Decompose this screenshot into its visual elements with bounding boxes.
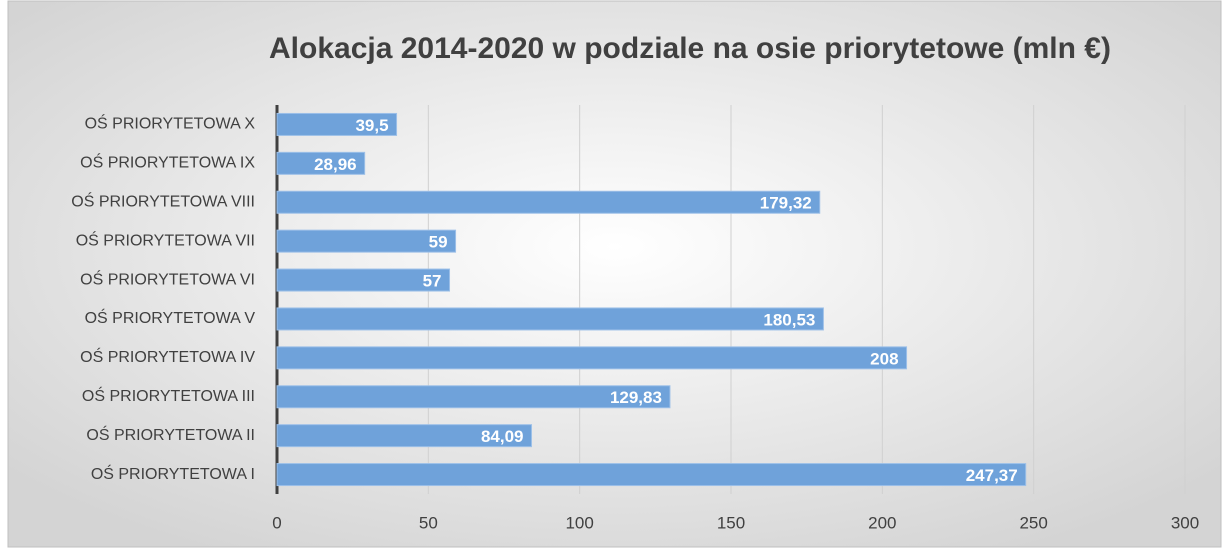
data-label: 208	[870, 349, 898, 368]
data-label: 57	[423, 272, 442, 291]
data-label: 59	[429, 233, 448, 252]
x-tick-label: 100	[565, 513, 593, 532]
bar	[276, 268, 451, 292]
bar	[276, 424, 533, 448]
x-tick-label: 50	[419, 513, 438, 532]
data-label: 84,09	[481, 427, 524, 446]
bar	[276, 112, 398, 136]
y-tick-label: OŚ PRIORYTETOWA VIII	[71, 191, 255, 210]
y-tick-label: OŚ PRIORYTETOWA V	[85, 308, 256, 327]
bar	[276, 385, 671, 409]
x-tick-label: 300	[1171, 513, 1199, 532]
data-label: 129,83	[610, 388, 662, 407]
y-tick-label: OŚ PRIORYTETOWA VII	[76, 230, 255, 249]
y-tick-label: OŚ PRIORYTETOWA IX	[80, 153, 255, 172]
chart-title: Alokacja 2014-2020 w podziale na osie pr…	[269, 32, 1111, 65]
bar	[276, 307, 824, 331]
data-label: 180,53	[763, 310, 815, 329]
x-tick-label: 0	[272, 513, 281, 532]
data-label: 39,5	[355, 116, 388, 135]
y-tick-label: OŚ PRIORYTETOWA I	[91, 464, 255, 483]
y-tick-label: OŚ PRIORYTETOWA IV	[80, 347, 255, 366]
bar	[276, 346, 908, 370]
data-label: 179,32	[760, 194, 812, 213]
bar	[276, 229, 457, 253]
bar	[276, 151, 366, 175]
bar	[276, 190, 821, 214]
y-tick-label: OŚ PRIORYTETOWA II	[86, 425, 255, 444]
x-tick-label: 250	[1019, 513, 1047, 532]
y-tick-label: OŚ PRIORYTETOWA X	[85, 114, 256, 133]
chart-background	[7, 0, 1222, 548]
x-tick-label: 150	[717, 513, 745, 532]
bar	[276, 463, 1027, 487]
x-tick-label: 200	[868, 513, 896, 532]
y-tick-label: OŚ PRIORYTETOWA III	[82, 386, 255, 405]
data-label: 247,37	[966, 466, 1018, 485]
y-tick-label: OŚ PRIORYTETOWA VI	[80, 269, 255, 288]
data-label: 28,96	[314, 155, 357, 174]
